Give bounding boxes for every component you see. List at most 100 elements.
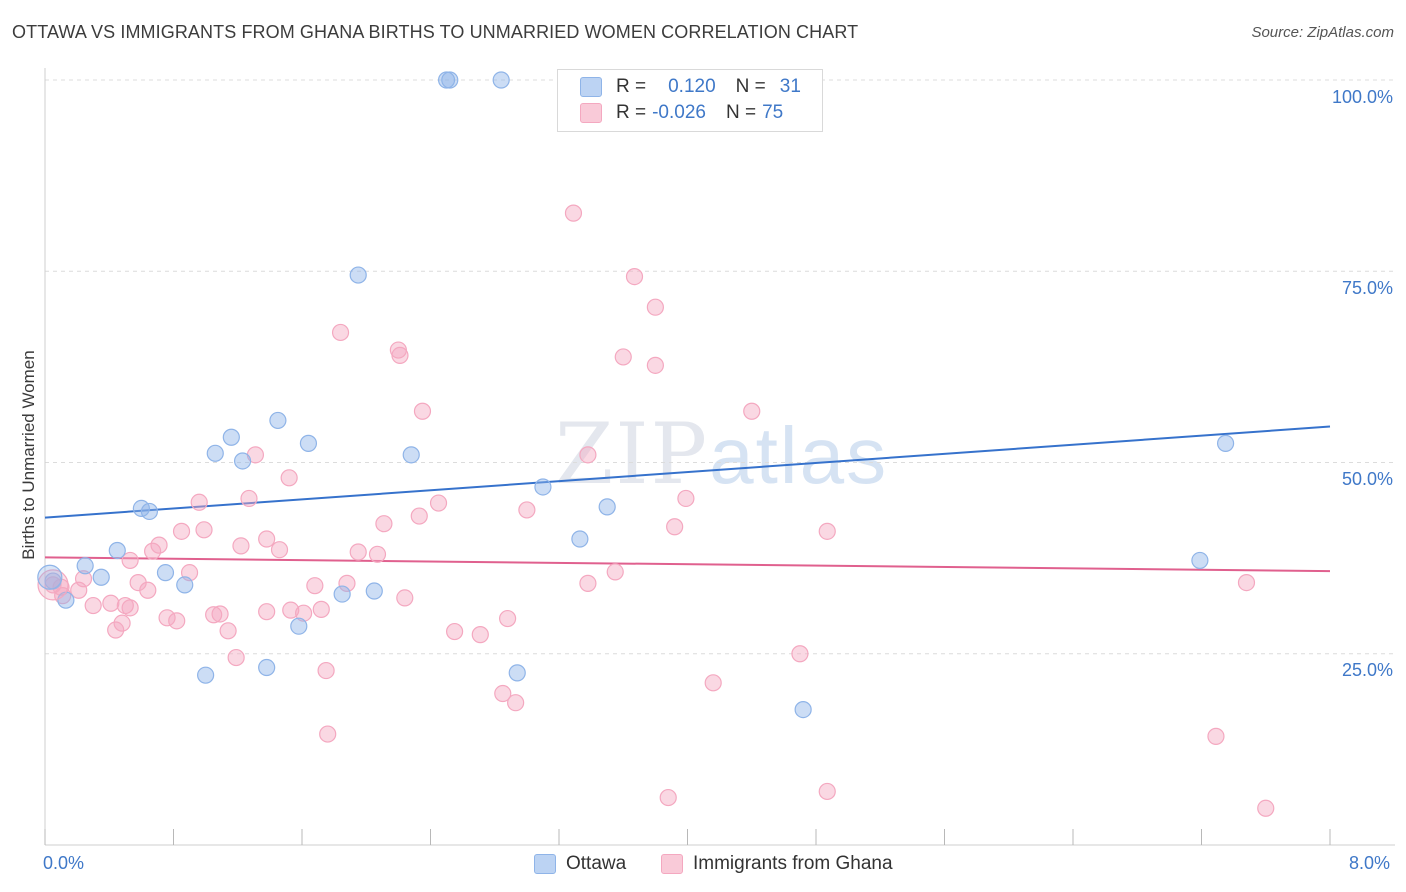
ghana-point	[410, 507, 428, 525]
y-tick-label-50: 50.0%	[1341, 469, 1393, 489]
source-credit[interactable]: Source: ZipAtlas.com	[1251, 24, 1394, 41]
ottawa-point	[333, 585, 351, 603]
ottawa-point	[299, 434, 318, 452]
chart-title: OTTAWA VS IMMIGRANTS FROM GHANA BIRTHS T…	[12, 22, 859, 42]
gridlines	[45, 79, 1395, 655]
ghana-point	[646, 298, 664, 316]
y-tick-label-75: 75.0%	[1341, 278, 1393, 298]
ghana-point	[579, 574, 597, 592]
trend-lines	[44, 425, 1331, 573]
ottawa-point	[290, 617, 308, 635]
ottawa-point	[76, 557, 94, 575]
ghana-point	[37, 569, 69, 601]
legend-n-value: 75	[762, 102, 784, 123]
ghana-point	[211, 605, 229, 623]
trend-line-ottawa	[44, 425, 1331, 519]
ghana-point	[499, 609, 517, 628]
ottawa-point	[156, 564, 175, 582]
ghana-point	[144, 542, 162, 560]
stats-legend: R = 0.120 N = 31 R = -0.026 N = 75	[557, 69, 823, 132]
ghana-point	[743, 402, 761, 420]
series-legend: Ottawa Immigrants from Ghana	[0, 853, 1406, 877]
ghana-point	[614, 348, 632, 366]
ghana-point	[564, 204, 583, 222]
ottawa-point	[176, 576, 194, 594]
data-points	[37, 71, 1275, 817]
ghana-point	[791, 645, 809, 663]
ghana-point	[102, 594, 120, 612]
ottawa-point	[402, 446, 420, 464]
ghana-point	[232, 537, 250, 555]
ghana-point	[282, 601, 300, 619]
ghana-point	[84, 596, 102, 615]
ottawa-point	[365, 582, 383, 600]
legend-item-ottawa[interactable]: Ottawa	[534, 853, 626, 875]
ottawa-point	[441, 71, 459, 89]
ghana-point	[107, 621, 125, 639]
ghana-point	[445, 622, 464, 641]
legend-n-value: 31	[779, 76, 801, 97]
y-axis-title: Births to Unmarried Women	[19, 350, 38, 560]
ghana-point	[818, 782, 836, 801]
ghana-point	[338, 574, 356, 592]
y-tick-label-100: 100.0%	[1331, 87, 1393, 107]
ghana-point	[190, 493, 208, 511]
ottawa-point	[349, 266, 367, 284]
ghana-point	[306, 577, 324, 595]
ottawa-point	[140, 502, 159, 521]
ghana-swatch-icon	[580, 103, 602, 123]
ghana-point	[219, 622, 237, 640]
trend-line-ghana	[44, 556, 1331, 573]
legend-n-label: N =	[725, 102, 757, 123]
y-tick-label-25: 25.0%	[1341, 660, 1393, 680]
ghana-point	[413, 402, 432, 420]
ottawa-point	[197, 666, 215, 684]
ghana-point	[659, 788, 677, 807]
ghana-point	[139, 581, 157, 599]
ghana-point	[258, 603, 276, 621]
ghana-point	[391, 346, 409, 364]
ghana-point	[172, 522, 191, 540]
ghana-point	[646, 356, 664, 374]
ghana-point	[606, 563, 624, 581]
ghana-point	[349, 543, 367, 561]
legend-label-ottawa: Ottawa	[566, 853, 627, 874]
ghana-point	[1237, 574, 1256, 592]
ottawa-point	[258, 658, 276, 677]
ottawa-point	[222, 428, 240, 446]
ghana-legend-icon	[661, 854, 683, 874]
ghana-point	[507, 694, 525, 712]
ghana-point	[158, 609, 176, 627]
ghana-point	[150, 536, 168, 554]
legend-item-ghana[interactable]: Immigrants from Ghana	[661, 853, 893, 875]
ottawa-swatch-icon	[580, 77, 602, 97]
ghana-point	[312, 600, 330, 618]
ottawa-point	[571, 530, 589, 548]
ghana-point	[240, 489, 258, 508]
ghana-point	[319, 725, 337, 743]
ghana-point	[704, 674, 722, 692]
ottawa-point	[492, 71, 510, 89]
ottawa-point	[1191, 551, 1209, 570]
legend-row-ghana: R = -0.026 N = 75	[580, 101, 783, 125]
ghana-point	[113, 614, 131, 632]
legend-row-ottawa: R = 0.120 N = 31	[580, 75, 801, 99]
ghana-point	[375, 515, 393, 533]
ottawa-point	[206, 444, 224, 462]
ottawa-point	[598, 498, 616, 516]
ghana-point	[270, 541, 289, 559]
ghana-point	[168, 612, 186, 630]
ghana-point	[471, 626, 489, 644]
ottawa-point	[534, 478, 552, 496]
ghana-point	[625, 268, 644, 286]
legend-r-label: R =	[616, 102, 647, 123]
legend-r-value: 0.120	[668, 76, 716, 97]
ghana-point	[579, 446, 597, 464]
ottawa-point	[269, 411, 287, 430]
ghana-point	[1207, 727, 1225, 745]
ottawa-point	[37, 564, 63, 590]
legend-label-ghana: Immigrants from Ghana	[693, 853, 893, 874]
ghana-point	[429, 494, 448, 512]
ghana-point	[396, 589, 414, 607]
ghana-point	[518, 501, 536, 519]
